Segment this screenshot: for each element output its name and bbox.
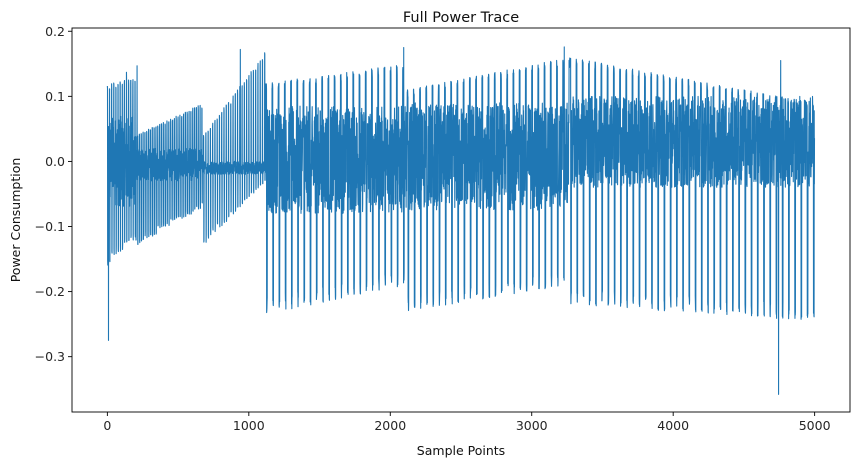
y-tick-label: −0.3 bbox=[35, 349, 65, 364]
y-tick-label: 0.0 bbox=[45, 154, 65, 169]
y-axis-label: Power Consumption bbox=[8, 158, 23, 283]
axes-frame bbox=[71, 27, 851, 413]
y-tick-label: −0.1 bbox=[35, 219, 65, 234]
x-tick-label: 1000 bbox=[233, 418, 265, 433]
x-tick-label: 5000 bbox=[799, 418, 831, 433]
x-tick-label: 2000 bbox=[374, 418, 406, 433]
chart-title: Full Power Trace bbox=[403, 10, 519, 26]
x-tick-label: 3000 bbox=[516, 418, 548, 433]
y-axis: −0.3 −0.2 −0.1 0.0 0.1 0.2 bbox=[35, 24, 72, 364]
power-trace-line bbox=[106, 46, 816, 395]
x-tick-label: 0 bbox=[103, 418, 111, 433]
plot-area bbox=[106, 46, 816, 395]
y-tick-label: −0.2 bbox=[35, 284, 65, 299]
y-tick-label: 0.2 bbox=[45, 24, 65, 39]
x-axis: 0 1000 2000 3000 4000 5000 bbox=[103, 412, 831, 433]
x-axis-label: Sample Points bbox=[417, 443, 505, 458]
x-tick-label: 4000 bbox=[657, 418, 689, 433]
y-tick-label: 0.1 bbox=[45, 89, 65, 104]
